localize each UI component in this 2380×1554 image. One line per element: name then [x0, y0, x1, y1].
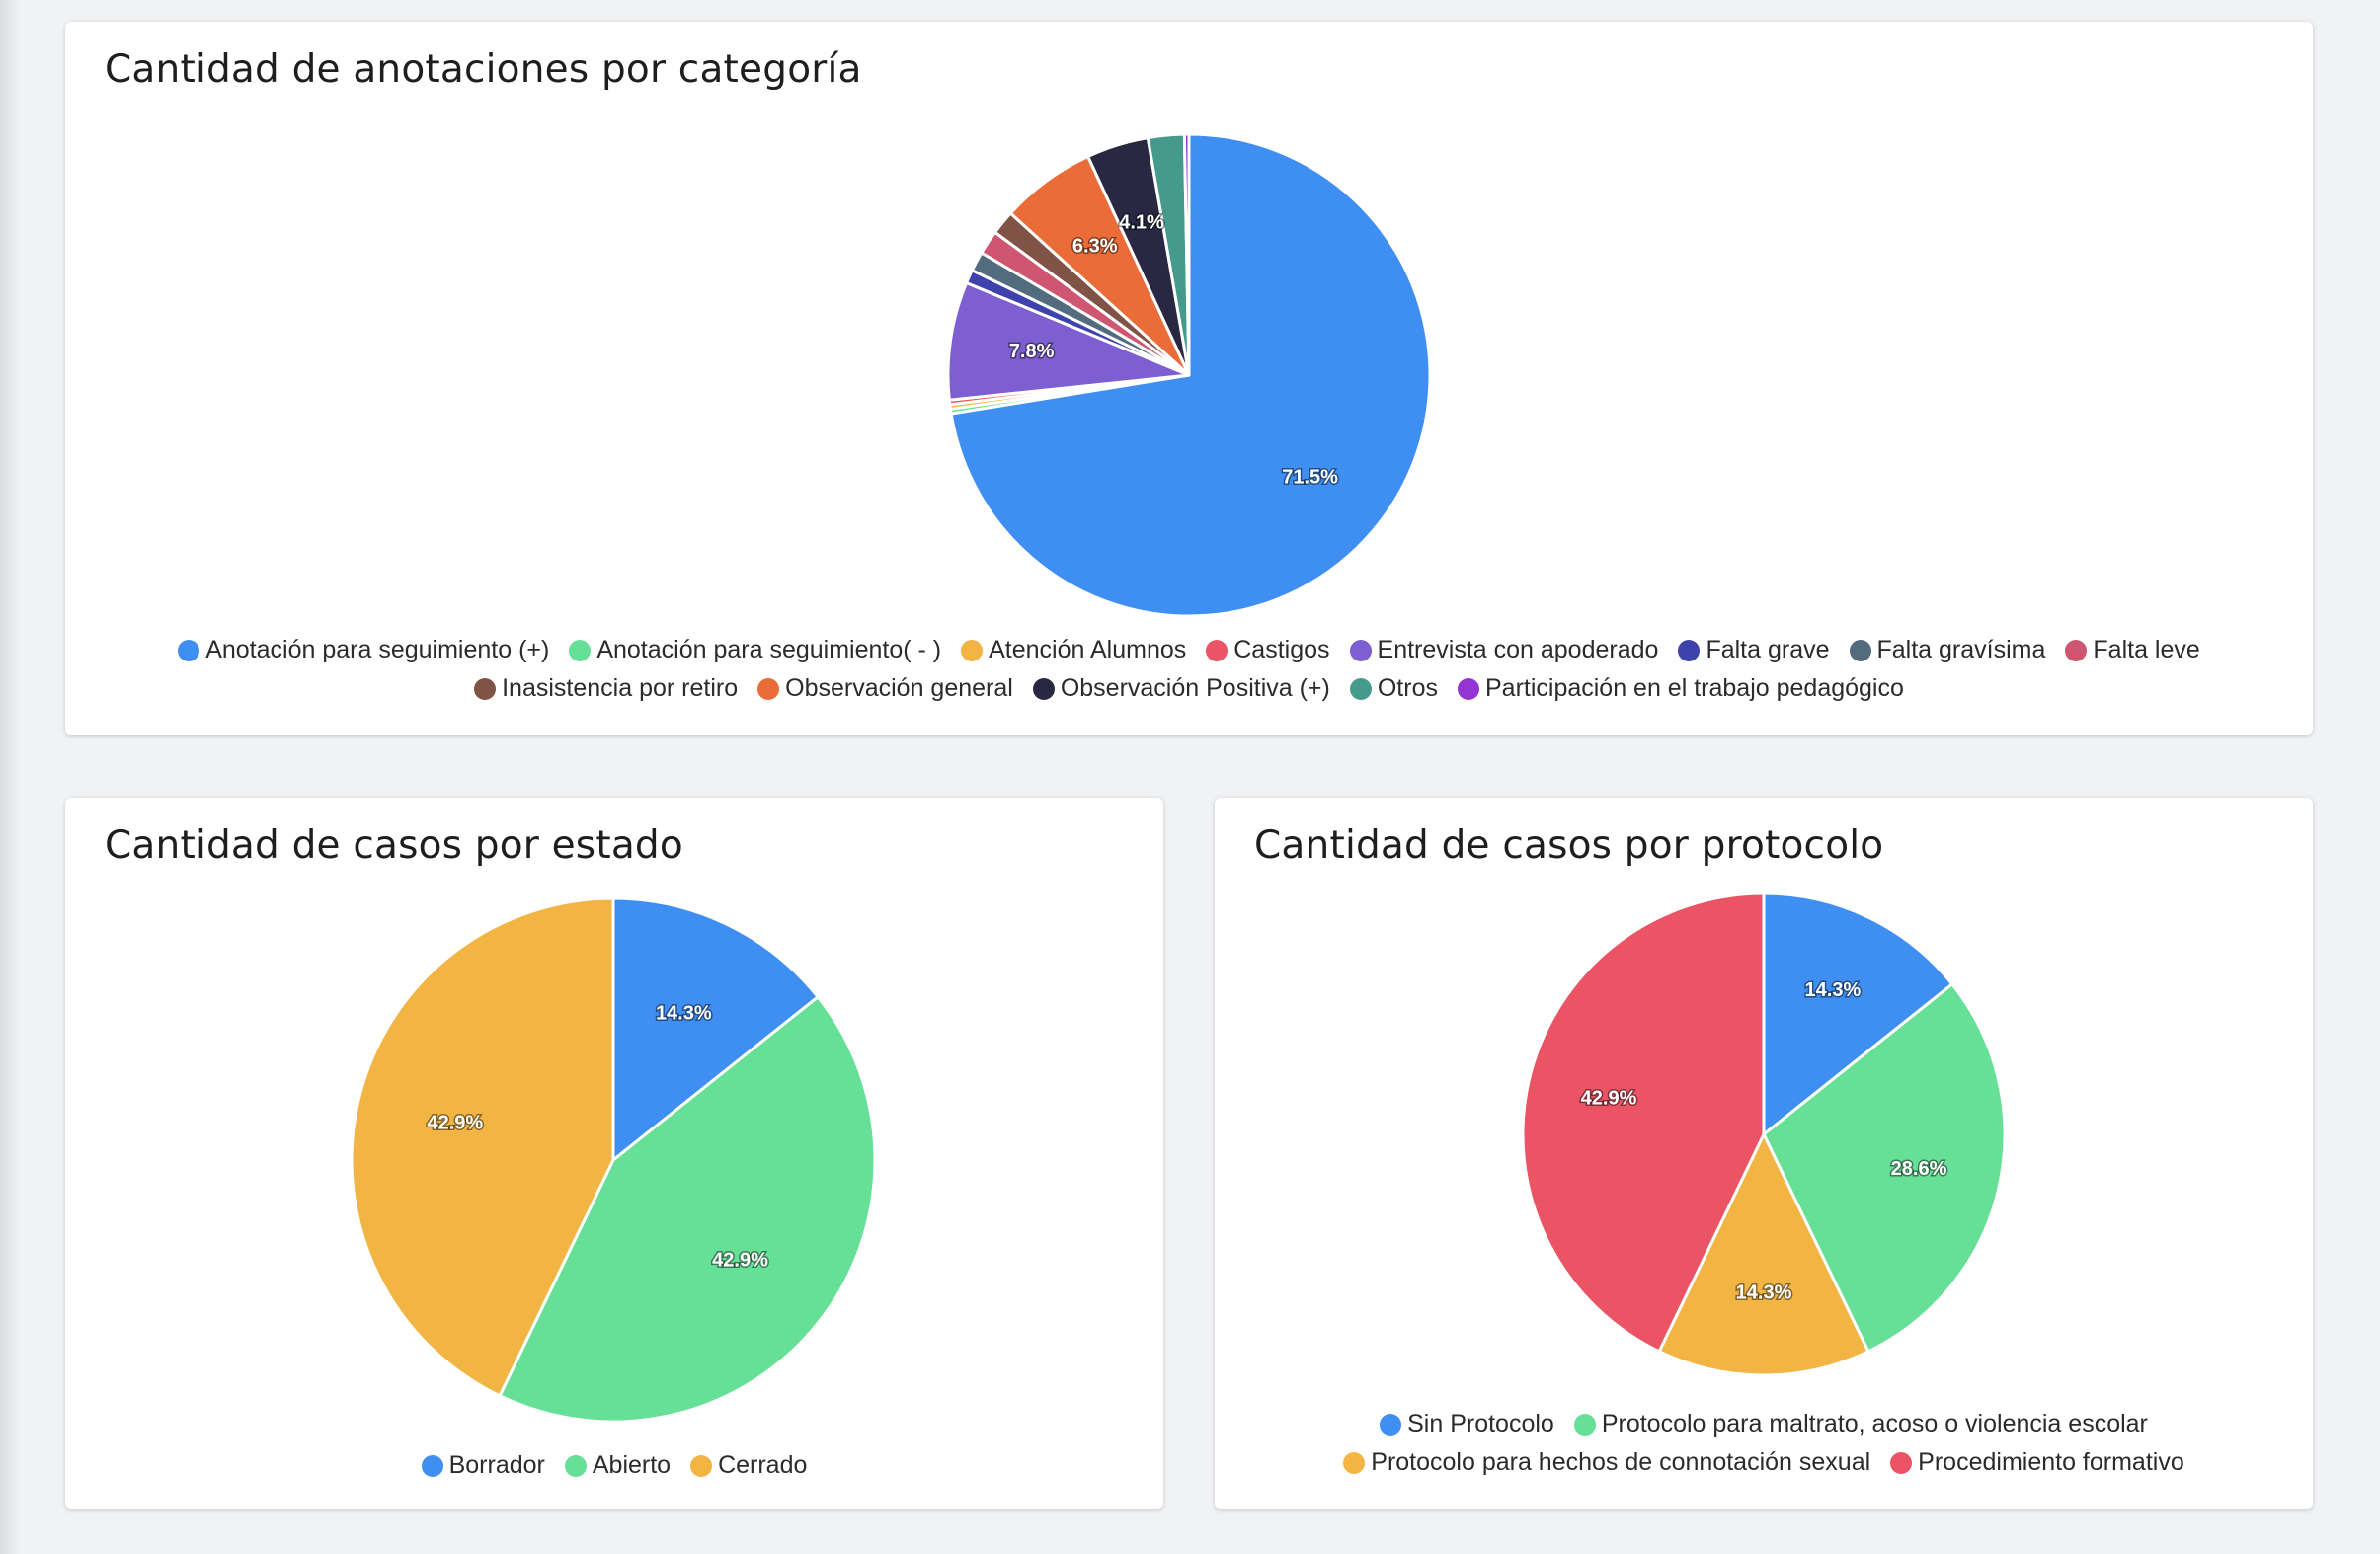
legend-marker	[1206, 639, 1229, 661]
chart-title-anotaciones: Cantidad de anotaciones por categoría	[105, 47, 862, 92]
legend-item-borrador[interactable]: Borrador	[421, 1451, 545, 1480]
legend-label: Sin Protocolo	[1407, 1410, 1554, 1437]
legend-label: Abierto	[592, 1451, 672, 1479]
data-label-protocolo-para-hechos-de-connotacion-sexual: 14.3%	[1736, 1282, 1792, 1303]
legend-marker	[474, 677, 497, 700]
legend-label: Procedimiento formativo	[1918, 1448, 2184, 1476]
legend-marker	[2065, 639, 2088, 661]
legend-marker	[690, 1454, 713, 1477]
pie-slice-cerrado[interactable]	[350, 896, 615, 1398]
legend-label: Castigos	[1233, 636, 1330, 663]
legend-item-procedimiento-formativo[interactable]: Procedimiento formativo	[1890, 1448, 2184, 1477]
legend-label: Falta grave	[1706, 636, 1830, 663]
legend-marker	[1349, 677, 1372, 700]
legend-item-falta-gravisima[interactable]: Falta gravísima	[1849, 636, 2046, 664]
pie-slice-sin-protocolo[interactable]	[1762, 892, 1954, 1136]
data-label-protocolo-para-maltrato-acoso-o-violencia-escolar: 28.6%	[1891, 1158, 1947, 1180]
data-label-entrevista-con-apoderado: 7.8%	[1009, 341, 1055, 362]
pie-slice-abierto[interactable]	[498, 995, 877, 1424]
data-label-sin-protocolo: 14.3%	[1805, 979, 1862, 1001]
legend-item-inasistencia-por-retiro[interactable]: Inasistencia por retiro	[474, 674, 738, 703]
legend-casos-estado: Borrador Abierto Cerrado	[65, 1451, 1163, 1480]
pie-slice-anotacion-para-seguimiento[interactable]	[949, 132, 1432, 618]
pie-slice-procedimiento-formativo[interactable]	[1521, 892, 1766, 1354]
pie-chart-anotaciones: 71.5% 7.8% 6.3%4.1%	[946, 132, 1432, 618]
chart-title-casos-estado: Cantidad de casos por estado	[105, 823, 683, 868]
pie-slice-borrador[interactable]	[611, 896, 820, 1162]
legend-marker	[1457, 677, 1479, 700]
legend-label: Protocolo para hechos de connotación sex…	[1371, 1448, 1871, 1476]
data-label-observacion-general: 6.3%	[1072, 235, 1118, 257]
legend-label: Inasistencia por retiro	[502, 674, 739, 702]
pie-slice-protocolo-para-hechos-de-connotacion-sexual[interactable]	[1657, 1132, 1870, 1377]
chart-title-casos-protocolo: Cantidad de casos por protocolo	[1254, 823, 1884, 868]
data-label-observacion-positiva: 4.1%	[1119, 212, 1164, 234]
card-casos-estado: Cantidad de casos por estado 14.3% 42.9% 4…	[65, 798, 1163, 1509]
legend-item-castigos[interactable]: Castigos	[1206, 636, 1330, 664]
legend-marker	[564, 1454, 587, 1477]
pie-slice-entrevista-con-apoderado[interactable]	[946, 281, 1191, 402]
legend-item-falta-grave[interactable]: Falta grave	[1678, 636, 1830, 664]
legend-item-observacion-positiva[interactable]: Observación Positiva (+)	[1032, 674, 1330, 703]
legend-marker	[1380, 1413, 1402, 1436]
legend-item-cerrado[interactable]: Cerrado	[690, 1451, 807, 1480]
legend-label: Cerrado	[718, 1451, 808, 1479]
legend-label: Anotación para seguimiento (+)	[205, 636, 550, 663]
legend-marker	[569, 639, 592, 661]
legend-label: Borrador	[448, 1451, 545, 1479]
pie-chart-casos-protocolo: 14.3% 28.6% 14.3% 42.9%	[1521, 892, 2007, 1377]
legend-label: Protocolo para maltrato, acoso o violenc…	[1601, 1410, 2148, 1437]
legend-item-sin-protocolo[interactable]: Sin Protocolo	[1380, 1410, 1554, 1438]
legend-marker	[1890, 1451, 1913, 1474]
data-label-abierto: 42.9%	[712, 1250, 768, 1272]
legend-item-entrevista-con-apoderado[interactable]: Entrevista con apoderado	[1349, 636, 1659, 664]
legend-item-anotacion-para-seguimiento[interactable]: Anotación para seguimiento( - )	[569, 636, 941, 664]
legend-label: Observación general	[785, 674, 1013, 702]
legend-casos-protocolo: Sin Protocolo Protocolo para maltrato, ac…	[1215, 1410, 2313, 1477]
legend-marker	[1349, 639, 1372, 661]
legend-marker	[1678, 639, 1701, 661]
legend-item-protocolo-para-hechos-de-connotacion-sexual[interactable]: Protocolo para hechos de connotación sex…	[1343, 1448, 1870, 1477]
legend-marker	[961, 639, 984, 661]
data-label-cerrado: 42.9%	[427, 1113, 483, 1134]
card-anotaciones: Cantidad de anotaciones por categoría 71…	[65, 22, 2313, 735]
legend-item-falta-leve[interactable]: Falta leve	[2065, 636, 2200, 664]
legend-marker	[757, 677, 780, 700]
pie-chart-casos-estado: 14.3% 42.9% 42.9%	[350, 896, 877, 1424]
legend-marker	[1573, 1413, 1596, 1436]
pie-slice-protocolo-para-maltrato-acoso-o-violencia-escolar[interactable]	[1762, 982, 2007, 1354]
legend-item-protocolo-para-maltrato-acoso-o-violencia-escolar[interactable]: Protocolo para maltrato, acoso o violenc…	[1573, 1410, 2148, 1438]
legend-label: Observación Positiva (+)	[1060, 674, 1330, 702]
legend-marker	[1343, 1451, 1366, 1474]
legend-label: Anotación para seguimiento( - )	[596, 636, 942, 663]
page-edge-shadow	[0, 0, 22, 1554]
legend-label: Otros	[1377, 674, 1438, 702]
legend-anotaciones: Anotación para seguimiento (+) Anotación …	[65, 636, 2313, 703]
legend-label: Falta gravísima	[1876, 636, 2046, 663]
legend-label: Entrevista con apoderado	[1377, 636, 1659, 663]
legend-marker	[178, 639, 200, 661]
legend-label: Atención Alumnos	[989, 636, 1187, 663]
legend-item-anotacion-para-seguimiento[interactable]: Anotación para seguimiento (+)	[178, 636, 549, 664]
legend-marker	[1032, 677, 1055, 700]
legend-marker	[421, 1454, 443, 1477]
data-label-procedimiento-formativo: 42.9%	[1581, 1087, 1637, 1109]
legend-item-abierto[interactable]: Abierto	[564, 1451, 672, 1480]
legend-item-atencion-alumnos[interactable]: Atención Alumnos	[961, 636, 1186, 664]
legend-label: Falta leve	[2093, 636, 2200, 663]
card-casos-protocolo: Cantidad de casos por protocolo 14.3% 28.…	[1215, 798, 2313, 1509]
legend-item-observacion-general[interactable]: Observación general	[757, 674, 1013, 703]
data-label-anotacion-para-seguimiento: 71.5%	[1282, 467, 1338, 489]
legend-item-otros[interactable]: Otros	[1349, 674, 1438, 703]
legend-item-participacion-en-el-trabajo-pedagogico[interactable]: Participación en el trabajo pedagógico	[1457, 674, 1904, 703]
pie-slice-participacion-en-el-trabajo-pedagogico[interactable]	[1182, 132, 1191, 377]
data-label-borrador: 14.3%	[656, 1002, 712, 1024]
legend-marker	[1849, 639, 1871, 661]
legend-label: Participación en el trabajo pedagógico	[1484, 674, 1904, 702]
